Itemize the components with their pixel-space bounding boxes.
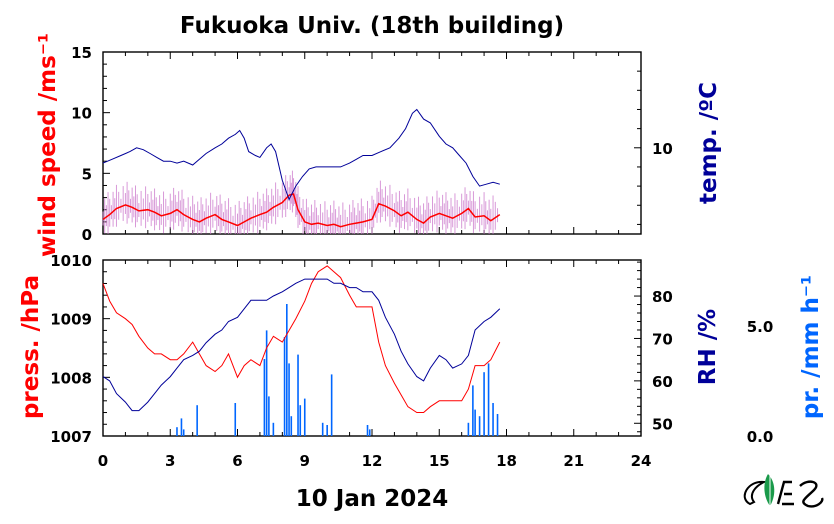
rh-tick-label: 60 — [652, 373, 673, 391]
temp-axis-title: temp. /ºC — [696, 82, 722, 204]
precip-bar — [326, 425, 328, 436]
rh-tick-label: 70 — [652, 330, 673, 348]
pressure-axis-title: press. /hPa — [18, 275, 44, 419]
wind-speed-line — [102, 193, 501, 228]
wind-raw-series — [102, 170, 499, 234]
rh-tick-label: 80 — [652, 288, 673, 306]
x-tick-label: 15 — [429, 452, 450, 470]
precip-bar — [330, 374, 333, 436]
precip-axis-title: pr. /mm h⁻¹ — [798, 275, 824, 419]
x-tick-label: 24 — [631, 452, 652, 470]
precip-bar — [290, 416, 293, 436]
x-tick-label: 3 — [165, 452, 175, 470]
x-tick-label: 0 — [98, 452, 108, 470]
wind-tick-label: 5 — [82, 165, 92, 183]
wind-axis-title: wind speed /ms⁻¹ — [35, 33, 61, 257]
rh-tick-label: 50 — [652, 415, 673, 433]
pressure-tick-label: 1010 — [50, 252, 92, 270]
precip-bar — [483, 372, 485, 436]
humidity-line — [102, 278, 501, 412]
precip-bar — [272, 422, 275, 436]
precip-bar — [283, 337, 286, 436]
precip-bar — [487, 363, 490, 436]
date-label: 10 Jan 2024 — [296, 486, 449, 512]
x-tick-label: 18 — [496, 452, 517, 470]
precip-bar — [176, 427, 178, 436]
pressure-tick-label: 1008 — [50, 369, 92, 387]
precip-bar — [321, 422, 324, 436]
precip-bar — [268, 396, 270, 436]
precip-bar — [180, 418, 183, 436]
precip-bar — [496, 414, 499, 436]
precip-bar — [467, 422, 470, 436]
precip-bar — [286, 304, 288, 436]
precip-bar — [478, 416, 481, 436]
x-tick-label: 9 — [300, 452, 310, 470]
pressure-tick-label: 1009 — [50, 311, 92, 329]
x-tick-label: 6 — [232, 452, 242, 470]
precip-bar — [474, 409, 476, 436]
chart-title: Fukuoka Univ. (18th building) — [180, 13, 564, 39]
wind-tick-label: 0 — [82, 226, 92, 244]
precip-bar — [265, 330, 268, 436]
precip-bar — [297, 354, 299, 436]
precip-bar — [472, 385, 474, 436]
temperature-line — [102, 108, 500, 201]
pressure-line — [102, 265, 501, 413]
precip-bar — [263, 359, 266, 436]
pressure-tick-label: 1007 — [50, 428, 92, 446]
precip-bar — [234, 403, 237, 436]
rh-axis-title: RH /% — [695, 309, 721, 385]
bottom-panel-frame — [102, 259, 642, 437]
precip-bar — [196, 405, 198, 436]
precip-bar — [182, 429, 185, 436]
x-tick-label: 21 — [563, 452, 584, 470]
precipitation-bars — [176, 304, 499, 436]
tick-labels: 0 3 6 9 12 15 18 21 24 0 5 10 15 10 1007 1008 1009 1010 50… — [50, 44, 773, 470]
temp-tick-label: 10 — [652, 140, 673, 158]
bottom-panel-ticks — [102, 259, 642, 437]
wind-tick-label: 15 — [71, 44, 92, 62]
x-tick-label: 12 — [362, 452, 383, 470]
precip-bar — [288, 363, 290, 436]
precip-bar — [366, 425, 369, 436]
precip-bar — [299, 405, 302, 436]
precip-bar — [368, 429, 371, 436]
precip-tick-label: 0.0 — [747, 428, 774, 446]
wind-tick-label: 10 — [71, 105, 92, 123]
precip-bar — [492, 403, 494, 436]
precip-bar — [303, 398, 306, 436]
institution-logo — [743, 474, 824, 508]
precip-tick-label: 5.0 — [747, 318, 774, 336]
